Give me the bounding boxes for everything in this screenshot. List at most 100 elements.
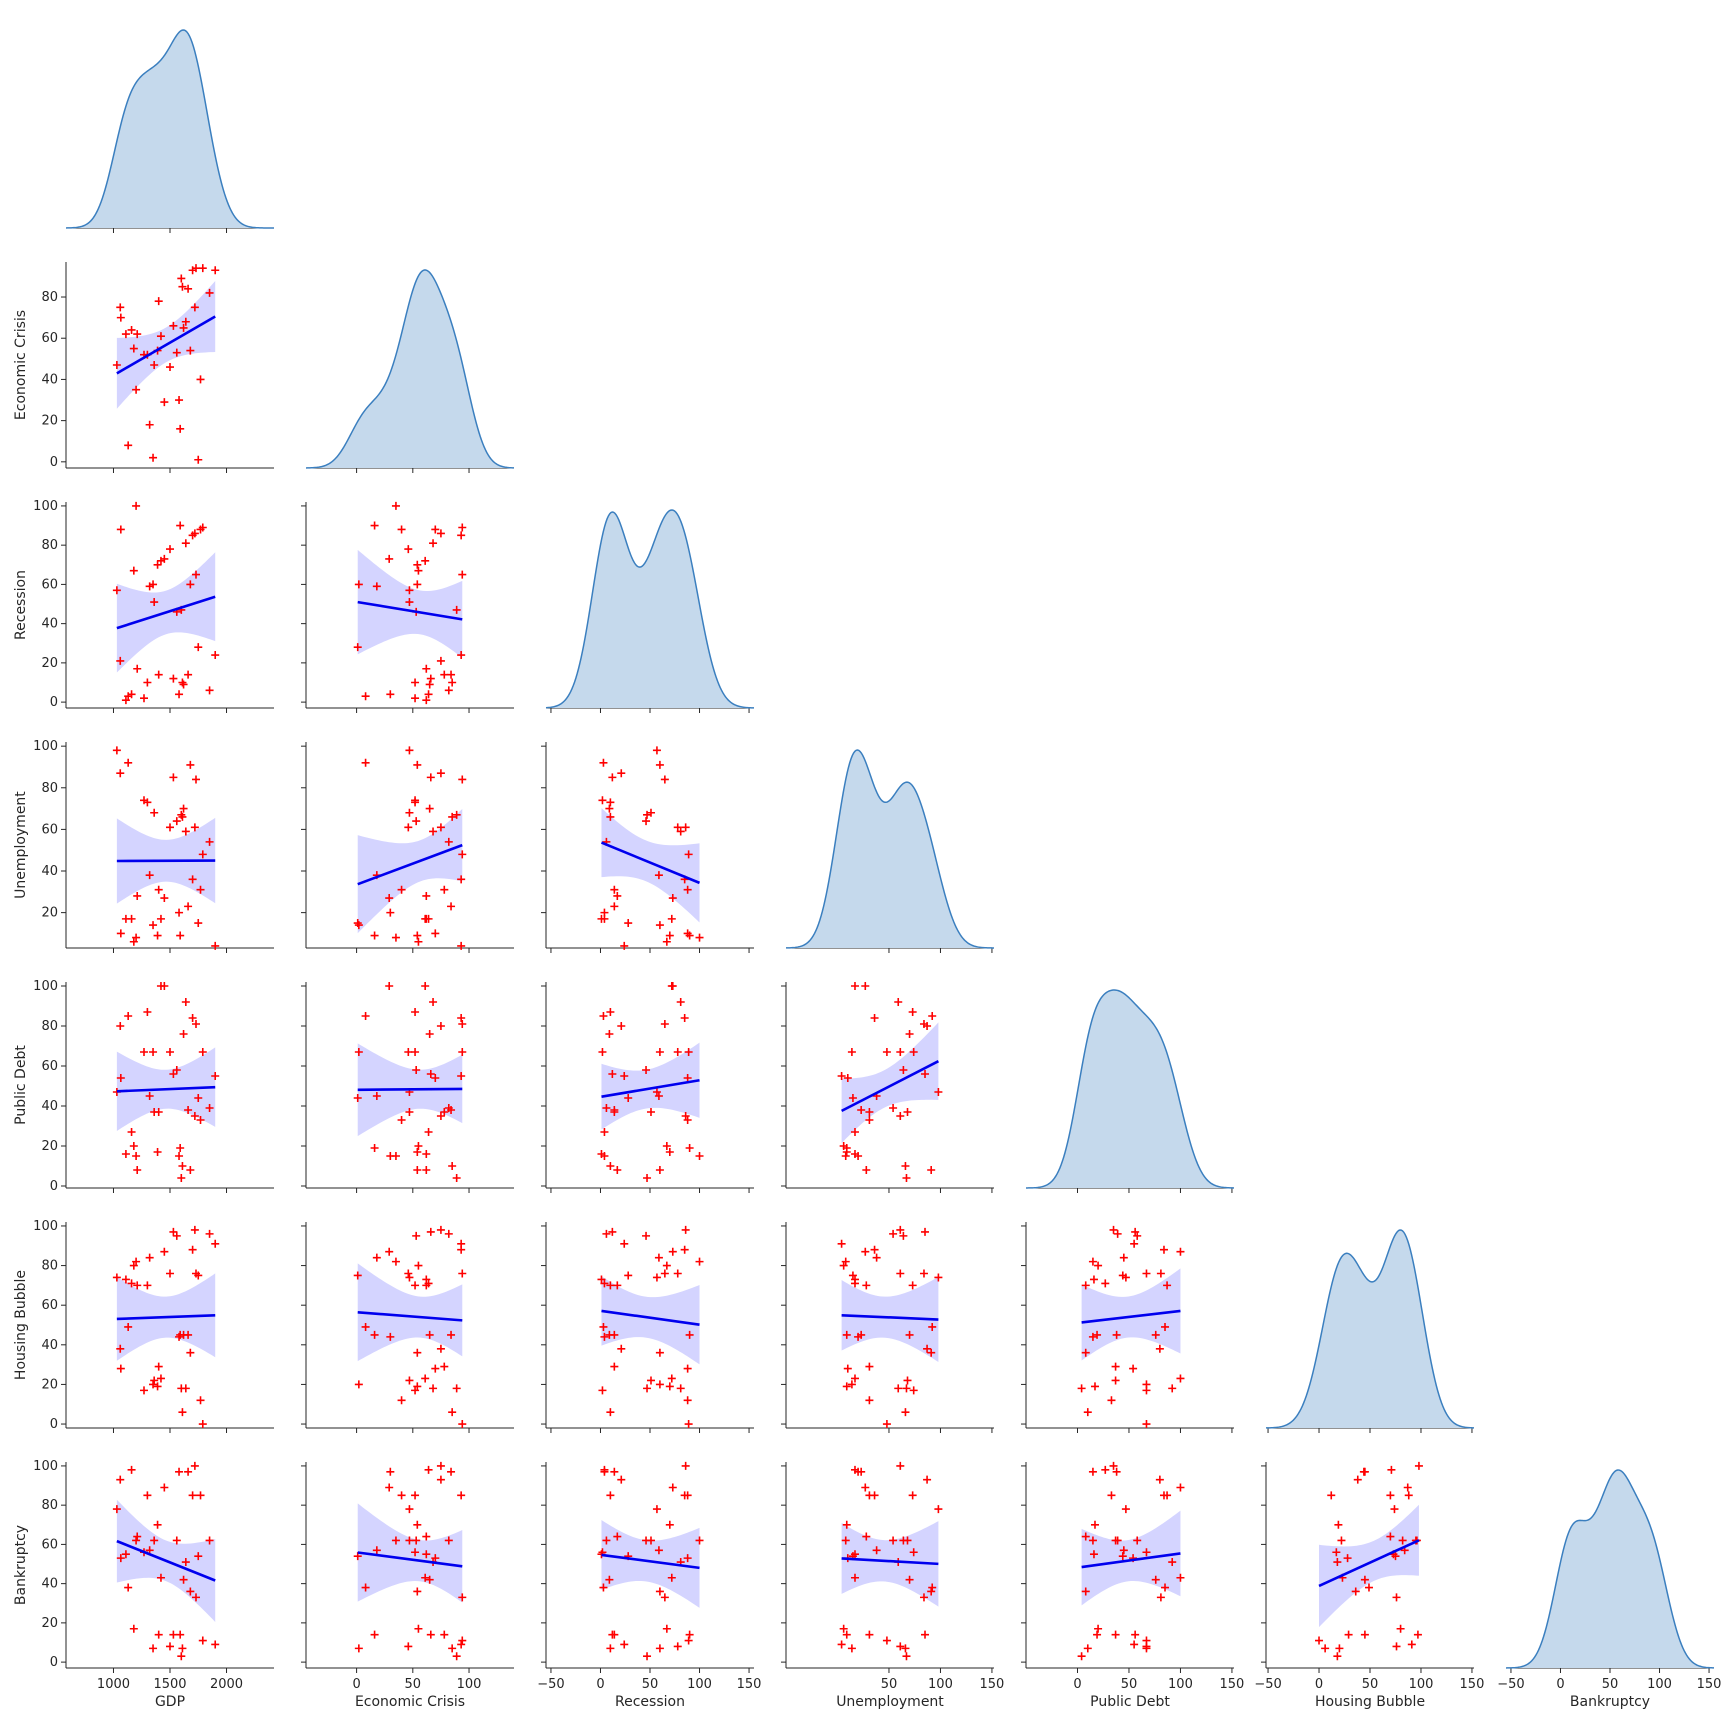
scatter-point xyxy=(436,1461,445,1470)
scatter-point xyxy=(652,1273,661,1282)
x-tick-label: −50 xyxy=(1497,1677,1524,1692)
regression-line xyxy=(116,1539,216,1582)
scatter-point xyxy=(184,1106,193,1114)
scatter-point xyxy=(668,1483,677,1492)
scatter-point xyxy=(149,1380,158,1389)
panel-bankruptcy-vs-recession: −50 0 50 100 150 Recession xyxy=(537,1461,761,1710)
scatter-point xyxy=(385,1247,394,1256)
scatter-point xyxy=(405,1108,414,1116)
scatter-point xyxy=(447,1467,456,1476)
scatter-point xyxy=(662,1261,671,1270)
scatter-point xyxy=(927,1348,936,1357)
scatter-point xyxy=(172,817,181,826)
scatter-point xyxy=(196,1491,205,1500)
scatter-point xyxy=(404,1048,413,1056)
scatter-point xyxy=(668,1247,677,1256)
scatter-point xyxy=(211,1072,220,1080)
scatter-point xyxy=(411,1548,420,1557)
scatter-point xyxy=(882,1420,891,1429)
scatter-point xyxy=(448,1162,457,1170)
scatter-point xyxy=(1176,1483,1185,1492)
scatter-point xyxy=(184,902,193,911)
scatter-point xyxy=(909,1548,918,1557)
scatter-point xyxy=(673,823,682,832)
scatter-point xyxy=(421,1573,430,1582)
scatter-point xyxy=(1155,1344,1164,1353)
scatter-point xyxy=(205,837,214,846)
scatter-point xyxy=(606,1008,615,1016)
scatter-point xyxy=(153,931,162,940)
scatter-point xyxy=(413,1382,422,1391)
scatter-point xyxy=(921,1070,930,1078)
scatter-point xyxy=(660,1020,669,1028)
scatter-point xyxy=(424,1128,433,1136)
scatter-point xyxy=(1168,1558,1177,1567)
scatter-point xyxy=(186,580,195,589)
scatter-point xyxy=(1090,1520,1099,1529)
scatter-point xyxy=(1337,1536,1346,1545)
scatter-point xyxy=(908,1491,917,1500)
scatter-point xyxy=(923,1475,932,1484)
confidence-band xyxy=(1081,1268,1181,1361)
scatter-point xyxy=(132,501,141,510)
panel-unemployment-vs-gdp: 20 40 60 80 100 Unemployment xyxy=(13,739,274,953)
scatter-point xyxy=(862,1532,871,1541)
panel-public-debt-vs-unemployment xyxy=(781,982,994,1193)
scatter-point xyxy=(660,775,669,784)
scatter-point xyxy=(865,1108,874,1116)
scatter-point xyxy=(1113,1536,1122,1545)
scatter-point xyxy=(156,914,165,923)
scatter-point xyxy=(404,545,413,554)
scatter-point xyxy=(149,580,158,589)
scatter-point xyxy=(857,1467,866,1476)
scatter-point xyxy=(1129,1364,1138,1373)
scatter-point xyxy=(205,1229,214,1238)
scatter-point xyxy=(448,678,457,687)
x-axis-label: Public Debt xyxy=(1090,1694,1170,1710)
scatter-point xyxy=(896,1461,905,1470)
scatter-point xyxy=(655,1348,664,1357)
scatter-point xyxy=(194,1094,203,1102)
scatter-point xyxy=(172,1231,181,1240)
scatter-point xyxy=(1130,1640,1139,1649)
scatter-point xyxy=(842,1630,851,1639)
scatter-point xyxy=(150,598,159,607)
scatter-point xyxy=(116,1074,125,1082)
scatter-point xyxy=(606,1162,615,1170)
scatter-point xyxy=(923,1344,932,1353)
scatter-point xyxy=(896,1112,905,1120)
scatter-point xyxy=(386,1467,395,1476)
scatter-point xyxy=(1142,1548,1151,1557)
regression-line xyxy=(357,1087,463,1092)
scatter-point xyxy=(412,817,421,826)
scatter-point xyxy=(606,1281,615,1290)
regression-line xyxy=(357,1551,463,1568)
y-tick-label: 60 xyxy=(41,1059,58,1074)
scatter-point xyxy=(397,525,406,534)
x-tick-label: 100 xyxy=(687,1677,712,1692)
confidence-band xyxy=(357,1503,463,1603)
scatter-point xyxy=(178,1408,187,1417)
scatter-point xyxy=(1089,1550,1098,1559)
scatter-point xyxy=(865,1491,874,1500)
scatter-point xyxy=(436,656,445,665)
scatter-point xyxy=(685,1330,694,1339)
scatter-point xyxy=(908,1008,917,1016)
scatter-point xyxy=(889,1229,898,1238)
scatter-point xyxy=(1109,1225,1118,1234)
scatter-point xyxy=(600,1467,609,1476)
scatter-point xyxy=(896,1048,905,1056)
scatter-point xyxy=(839,1624,848,1633)
scatter-point xyxy=(426,674,435,683)
scatter-point xyxy=(683,1554,692,1563)
scatter-point xyxy=(354,1380,363,1389)
scatter-point xyxy=(1151,1330,1160,1339)
scatter-point xyxy=(166,823,174,832)
scatter-point xyxy=(934,1273,943,1282)
scatter-point xyxy=(927,1587,936,1596)
scatter-point xyxy=(1094,1261,1103,1270)
scatter-point xyxy=(841,1257,850,1266)
scatter-point xyxy=(181,1558,190,1567)
y-tick-label: 0 xyxy=(50,1417,58,1432)
scatter-point xyxy=(600,1332,609,1341)
